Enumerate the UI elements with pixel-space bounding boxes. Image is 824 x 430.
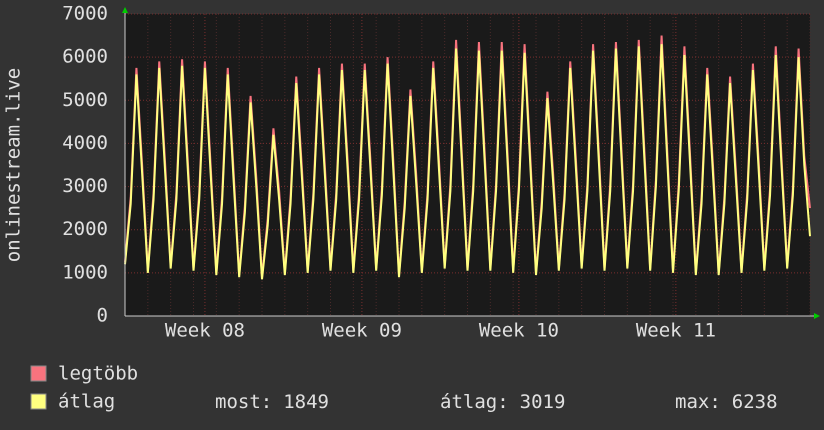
x-tick-label: Week 11 bbox=[636, 320, 716, 342]
stat-value: 1849 bbox=[283, 391, 329, 413]
y-tick-label: 5000 bbox=[62, 89, 108, 111]
lines bbox=[124, 35, 811, 280]
stat-value: 6238 bbox=[732, 391, 778, 413]
x-tick-label: Week 10 bbox=[479, 320, 559, 342]
legend-label: átlag bbox=[58, 391, 115, 413]
stat-label: most: bbox=[215, 391, 272, 413]
x-tick-label: Week 09 bbox=[322, 320, 402, 342]
stat: max: 6238 bbox=[675, 391, 778, 413]
axis-arrow bbox=[122, 7, 128, 13]
stat: most: 1849 bbox=[215, 391, 329, 413]
legend-swatch bbox=[30, 393, 47, 410]
stat: átlag: 3019 bbox=[440, 391, 565, 413]
y-tick-label: 3000 bbox=[62, 175, 108, 197]
y-tick-label: 6000 bbox=[62, 46, 108, 68]
legend-label: legtöbb bbox=[58, 363, 138, 385]
legend-swatch bbox=[30, 365, 47, 382]
stat-label: átlag: bbox=[440, 391, 509, 413]
series-line bbox=[124, 44, 811, 280]
y-tick-label: 2000 bbox=[62, 218, 108, 240]
y-tick-label: 4000 bbox=[62, 132, 108, 154]
axis-arrow bbox=[814, 313, 820, 319]
y-tick-label: 0 bbox=[97, 305, 108, 327]
x-tick-label: Week 08 bbox=[165, 320, 245, 342]
y-tick-label: 1000 bbox=[62, 261, 108, 283]
legend: legtöbb átlag most: 1849 átlag: 3019 max: 6238 bbox=[30, 363, 778, 413]
stat-label: max: bbox=[675, 391, 721, 413]
stat-value: 3019 bbox=[520, 391, 566, 413]
y-tick-label: 7000 bbox=[62, 3, 108, 25]
y-axis-label: onlinestream.live bbox=[3, 68, 25, 262]
